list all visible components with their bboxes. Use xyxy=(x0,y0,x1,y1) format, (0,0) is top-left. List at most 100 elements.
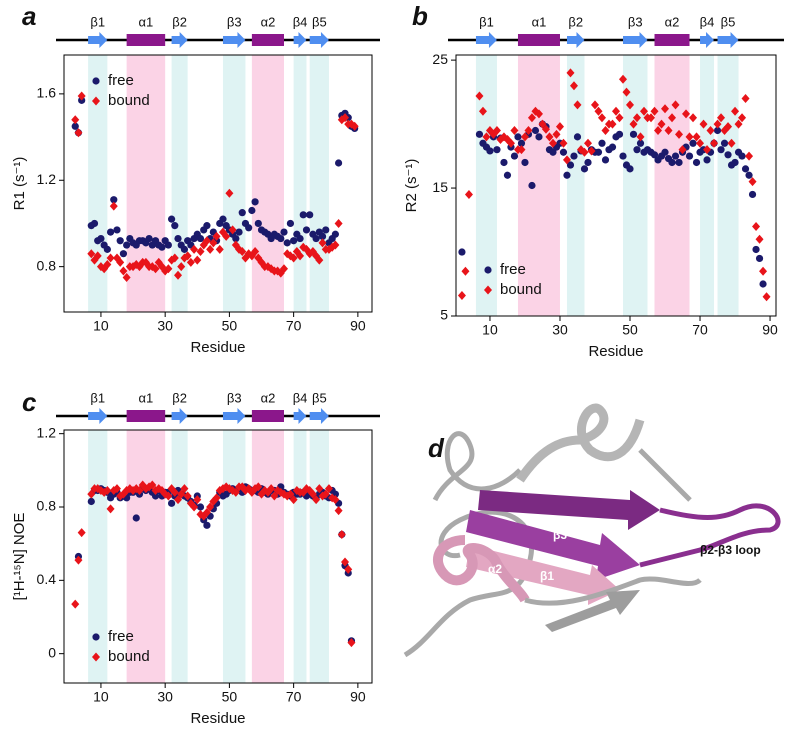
point xyxy=(290,237,298,245)
point xyxy=(608,143,617,151)
structure-label: α1 xyxy=(139,390,154,405)
structure-shade xyxy=(717,55,739,316)
coil xyxy=(403,509,534,658)
x-tick-label: 90 xyxy=(762,322,778,338)
point xyxy=(312,495,321,505)
x-tick-label: 70 xyxy=(286,318,302,334)
point xyxy=(682,109,691,119)
point xyxy=(626,100,635,110)
structure-shade xyxy=(700,55,715,316)
point xyxy=(685,132,694,142)
point xyxy=(219,215,227,223)
point xyxy=(296,234,304,243)
point xyxy=(225,188,234,198)
point xyxy=(106,253,115,263)
point xyxy=(608,119,617,129)
strand-arrow xyxy=(222,32,246,48)
legend-label: free xyxy=(108,628,134,645)
point xyxy=(671,100,680,110)
point xyxy=(71,115,80,125)
point xyxy=(748,177,757,187)
point xyxy=(482,132,491,142)
structure-label: β5 xyxy=(721,14,736,29)
point xyxy=(668,113,677,123)
point xyxy=(286,489,295,499)
strand-arrow xyxy=(309,32,329,48)
x-tick-label: 70 xyxy=(286,689,302,705)
point xyxy=(706,125,715,135)
legend-label: free xyxy=(500,261,526,278)
helix-box xyxy=(126,34,166,46)
panel-label: c xyxy=(22,387,37,417)
point xyxy=(74,128,83,138)
point xyxy=(548,138,557,148)
point xyxy=(222,231,231,241)
point xyxy=(517,145,526,155)
point xyxy=(151,264,160,274)
y-tick-label: 15 xyxy=(432,179,448,195)
structure-label: β3 xyxy=(553,528,567,542)
point xyxy=(636,132,645,142)
point xyxy=(612,106,620,116)
point xyxy=(71,122,79,130)
point xyxy=(318,238,327,248)
point xyxy=(685,152,694,160)
point xyxy=(657,119,666,129)
point xyxy=(324,484,333,494)
point xyxy=(713,119,722,129)
structure-shade xyxy=(293,55,307,312)
point xyxy=(745,171,753,179)
panel-label: a xyxy=(22,1,36,31)
strand-grey xyxy=(545,590,640,632)
point xyxy=(724,151,732,159)
coil xyxy=(638,448,692,502)
point xyxy=(280,264,288,274)
point xyxy=(186,257,195,267)
point xyxy=(661,148,669,156)
legend-label: bound xyxy=(500,281,542,298)
point xyxy=(119,266,128,276)
strand-arrow xyxy=(475,32,497,48)
point xyxy=(177,262,186,272)
point xyxy=(77,91,86,101)
x-tick-label: 10 xyxy=(93,318,109,334)
point xyxy=(752,221,761,231)
structure-label: β3 xyxy=(227,390,242,405)
point xyxy=(629,130,638,138)
point xyxy=(661,104,670,114)
point xyxy=(331,495,340,505)
point xyxy=(71,599,80,609)
point xyxy=(74,555,83,565)
strand-arrow xyxy=(293,32,307,48)
x-tick-label: 30 xyxy=(157,318,173,334)
point xyxy=(678,145,687,155)
point xyxy=(135,486,144,495)
point xyxy=(334,506,343,516)
point xyxy=(615,130,624,138)
helix-box xyxy=(654,34,690,46)
x-tick-label: 10 xyxy=(93,689,109,705)
helix-box xyxy=(517,34,560,46)
point xyxy=(331,230,339,238)
y-axis-label: R1 (s⁻¹) xyxy=(11,157,28,211)
structure-label: β1 xyxy=(540,569,554,583)
point xyxy=(306,211,314,219)
point xyxy=(601,125,610,135)
point xyxy=(280,228,288,236)
point xyxy=(119,250,128,258)
point xyxy=(464,189,473,199)
point xyxy=(180,484,189,494)
point xyxy=(106,228,115,236)
point xyxy=(755,234,764,244)
strand-arrow xyxy=(566,32,585,48)
structure-shade xyxy=(293,430,307,683)
point xyxy=(109,201,118,211)
point xyxy=(664,125,673,135)
point xyxy=(203,222,211,230)
point xyxy=(164,264,173,274)
point xyxy=(174,270,183,280)
point xyxy=(183,251,192,261)
point xyxy=(174,234,182,243)
x-tick-label: 50 xyxy=(222,689,238,705)
point xyxy=(668,158,676,167)
